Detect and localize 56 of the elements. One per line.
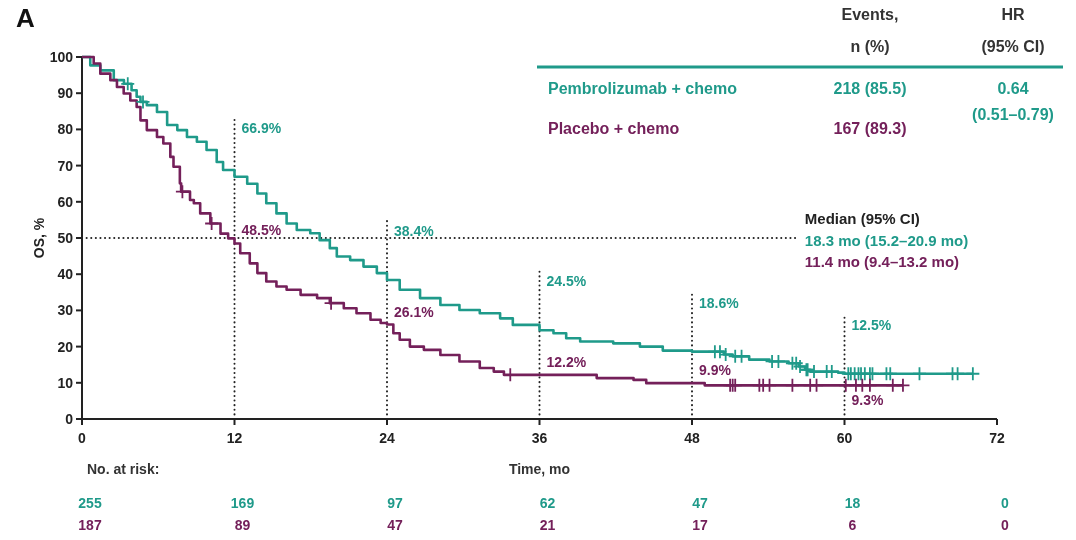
- text: 47: [387, 517, 403, 533]
- text: 17: [692, 517, 708, 533]
- text: Pembrolizumab + chemo: [548, 80, 738, 97]
- text: Events, n (%): [841, 6, 899, 55]
- annotation: 11.4 mo (9.4–13.2 mo): [804, 253, 960, 270]
- x-axis-title: Time, mo: [508, 461, 571, 477]
- text: 255: [78, 495, 102, 511]
- y-tick-label: 100: [49, 49, 74, 65]
- data-label: 9.9%: [699, 362, 732, 379]
- text: 62: [539, 495, 556, 511]
- y-tick-label: 50: [57, 230, 74, 246]
- text: 47: [692, 495, 708, 511]
- data-label: 26.1%: [394, 303, 435, 320]
- y-tick-label: 30: [57, 302, 74, 319]
- text: 169: [230, 495, 255, 511]
- data-label: 66.9%: [241, 119, 282, 136]
- y-tick-label: 10: [57, 374, 74, 391]
- data-label: 9.3%: [851, 392, 884, 409]
- text: 187: [78, 517, 102, 533]
- annotation: 218 (85.5): [833, 80, 907, 97]
- y-tick-label: 70: [57, 157, 74, 174]
- y-tick-label: 40: [57, 266, 74, 283]
- text: 97: [387, 495, 403, 511]
- y-tick-label: 90: [57, 85, 74, 102]
- ref-line-label: Median (95% CI): [804, 210, 920, 227]
- y-tick-label: 0: [65, 411, 74, 427]
- text: 6: [848, 517, 857, 533]
- y-tick-label: 60: [57, 193, 74, 210]
- y-tick-label: 20: [57, 338, 74, 355]
- data-label: 24.5%: [546, 273, 587, 290]
- x-tick-label: 60: [836, 430, 853, 446]
- x-tick-label: 36: [531, 430, 548, 446]
- data-label: 48.5%: [241, 222, 282, 239]
- text: No. at risk:: [87, 461, 160, 477]
- data-label: 12.5%: [851, 316, 892, 333]
- text: 89: [234, 517, 251, 533]
- x-tick-label: 72: [989, 430, 1005, 446]
- x-tick-label: 24: [379, 430, 395, 446]
- annotation: 18.3 mo (15.2–20.9 mo): [804, 232, 969, 249]
- text: 18: [844, 495, 861, 511]
- annotation: 0.64 (0.51–0.79): [972, 80, 1054, 123]
- y-axis-title: OS, %: [31, 217, 47, 259]
- x-tick-label: 0: [78, 430, 87, 446]
- text: 0: [1001, 495, 1010, 511]
- data-label: 38.4%: [394, 222, 435, 239]
- text: 21: [539, 517, 556, 533]
- data-label: 12.2%: [546, 353, 587, 370]
- x-tick-label: 12: [226, 430, 243, 446]
- text: Placebo + chemo: [548, 120, 680, 137]
- annotation: 167 (89.3): [833, 120, 907, 137]
- y-tick-label: 80: [57, 121, 74, 138]
- text: HR (95% CI): [981, 6, 1045, 55]
- text: 0: [1001, 517, 1010, 533]
- x-tick-label: 48: [684, 430, 700, 446]
- chart-title: A: [16, 3, 35, 33]
- data-label: 18.6%: [699, 294, 740, 311]
